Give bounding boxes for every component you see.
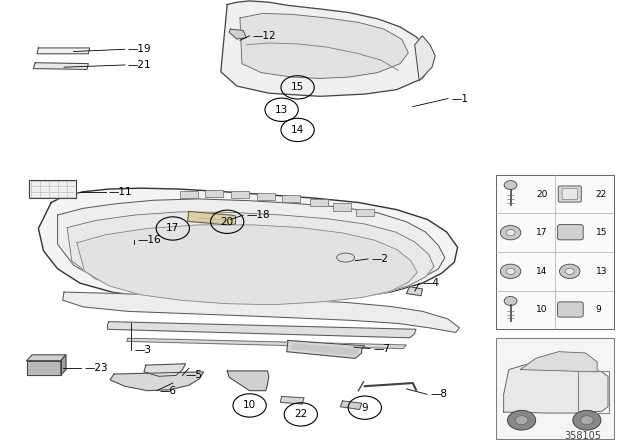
Text: —5: —5 bbox=[186, 370, 203, 380]
Polygon shape bbox=[221, 1, 432, 96]
Polygon shape bbox=[229, 29, 246, 39]
Circle shape bbox=[565, 268, 574, 275]
Text: —2: —2 bbox=[371, 254, 388, 264]
Circle shape bbox=[573, 410, 601, 430]
Bar bbox=[205, 190, 223, 197]
Text: 17: 17 bbox=[536, 228, 548, 237]
FancyBboxPatch shape bbox=[562, 189, 577, 199]
Bar bbox=[231, 191, 249, 198]
Circle shape bbox=[500, 225, 521, 240]
Text: —18: —18 bbox=[246, 210, 270, 220]
Text: —7: —7 bbox=[373, 344, 390, 353]
Bar bbox=[496, 175, 614, 329]
Text: —3: —3 bbox=[134, 345, 152, 355]
Circle shape bbox=[504, 181, 517, 190]
Text: —11: —11 bbox=[109, 187, 132, 197]
Polygon shape bbox=[61, 355, 66, 375]
Polygon shape bbox=[415, 36, 435, 81]
Polygon shape bbox=[520, 352, 597, 372]
Polygon shape bbox=[108, 322, 416, 338]
FancyBboxPatch shape bbox=[558, 186, 581, 202]
Text: 22: 22 bbox=[595, 190, 607, 198]
Text: —16: —16 bbox=[138, 235, 161, 245]
Text: 358105: 358105 bbox=[564, 431, 602, 441]
Polygon shape bbox=[188, 211, 236, 225]
Text: 13: 13 bbox=[275, 105, 288, 115]
Text: 20: 20 bbox=[536, 190, 548, 198]
Text: 14: 14 bbox=[536, 267, 548, 276]
Text: 13: 13 bbox=[595, 267, 607, 276]
Bar bbox=[282, 195, 300, 202]
Text: —21: —21 bbox=[128, 60, 152, 70]
Text: 14: 14 bbox=[291, 125, 304, 135]
Text: —6: —6 bbox=[160, 386, 177, 396]
Bar bbox=[356, 209, 374, 216]
Polygon shape bbox=[63, 292, 460, 332]
Text: 15: 15 bbox=[291, 82, 304, 92]
Polygon shape bbox=[110, 372, 204, 391]
Text: —8: —8 bbox=[430, 389, 447, 399]
Circle shape bbox=[500, 264, 521, 279]
FancyBboxPatch shape bbox=[557, 302, 583, 317]
Polygon shape bbox=[33, 63, 88, 69]
Circle shape bbox=[508, 410, 536, 430]
Polygon shape bbox=[406, 287, 422, 296]
Bar bbox=[257, 193, 275, 200]
Polygon shape bbox=[127, 338, 406, 349]
Bar bbox=[496, 338, 614, 439]
Polygon shape bbox=[37, 48, 90, 54]
Polygon shape bbox=[240, 13, 408, 78]
Polygon shape bbox=[227, 371, 269, 391]
Polygon shape bbox=[29, 180, 76, 198]
Text: —4: —4 bbox=[422, 278, 440, 288]
Circle shape bbox=[506, 268, 515, 275]
Polygon shape bbox=[38, 188, 458, 302]
Polygon shape bbox=[291, 344, 358, 355]
Text: 17: 17 bbox=[166, 224, 179, 233]
Text: 10: 10 bbox=[243, 401, 256, 410]
Polygon shape bbox=[27, 355, 66, 361]
Polygon shape bbox=[504, 362, 608, 413]
Circle shape bbox=[504, 297, 517, 306]
Bar bbox=[578, 371, 609, 413]
Text: 20: 20 bbox=[221, 217, 234, 227]
Polygon shape bbox=[144, 364, 186, 376]
Text: 9: 9 bbox=[595, 306, 601, 314]
Circle shape bbox=[506, 229, 515, 236]
Bar bbox=[310, 199, 328, 206]
FancyBboxPatch shape bbox=[557, 224, 583, 240]
Text: 15: 15 bbox=[595, 228, 607, 237]
Text: 10: 10 bbox=[536, 306, 548, 314]
Text: 22: 22 bbox=[294, 409, 307, 419]
Polygon shape bbox=[77, 225, 417, 305]
Polygon shape bbox=[58, 199, 445, 301]
Polygon shape bbox=[67, 212, 434, 304]
Text: 9: 9 bbox=[362, 403, 368, 413]
Text: —19: —19 bbox=[128, 44, 152, 54]
Circle shape bbox=[559, 264, 580, 279]
Bar bbox=[333, 203, 351, 211]
Text: —1: —1 bbox=[451, 94, 468, 103]
Text: —23: —23 bbox=[84, 363, 108, 373]
Circle shape bbox=[515, 416, 528, 425]
Polygon shape bbox=[287, 340, 365, 358]
Polygon shape bbox=[280, 396, 304, 404]
Ellipse shape bbox=[337, 253, 355, 262]
Polygon shape bbox=[27, 361, 61, 375]
Bar bbox=[180, 191, 198, 198]
Polygon shape bbox=[340, 401, 362, 409]
Circle shape bbox=[580, 416, 593, 425]
Text: —12: —12 bbox=[253, 31, 276, 41]
